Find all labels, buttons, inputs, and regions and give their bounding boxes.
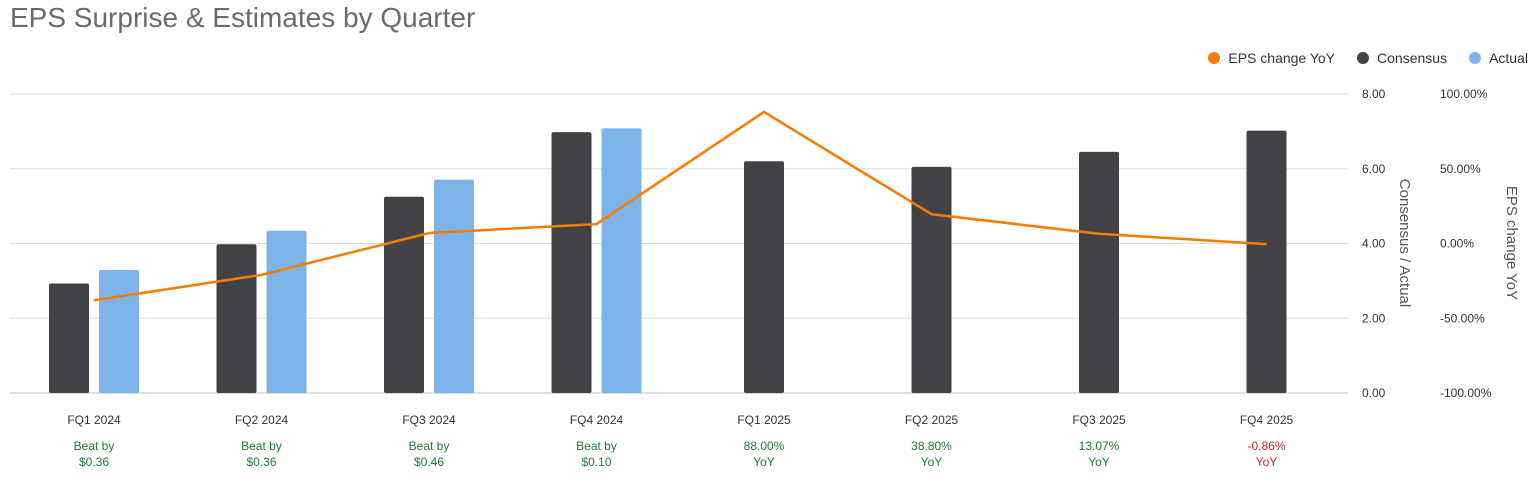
consensus-bar (49, 283, 89, 393)
legend-label: Consensus (1377, 50, 1448, 66)
legend-label: EPS change YoY (1228, 50, 1336, 66)
legend-label: Actual (1489, 50, 1528, 66)
consensus-bar (1079, 151, 1119, 393)
left-tick-label: 4.00 (1362, 237, 1386, 251)
actual-bar (266, 230, 307, 393)
eps-change-line (93, 110, 1267, 302)
consensus-bar (911, 166, 952, 393)
annotation-line2: YoY (753, 455, 775, 469)
right-axis-ticks: -100.00% -50.00% 0.00% 50.00% 100.00% (1440, 87, 1492, 400)
annotation-line1: Beat by (409, 439, 450, 453)
actual-bar (434, 179, 474, 393)
yoy-line (93, 110, 1267, 302)
annotation-line1: 13.07% (1079, 439, 1120, 453)
dark-dot-icon (1357, 52, 1370, 64)
right-tick-label: 0.00% (1440, 237, 1474, 251)
blue-dot-icon (1469, 52, 1482, 64)
left-tick-label: 0.00 (1362, 386, 1386, 400)
right-tick-label: -100.00% (1440, 386, 1492, 400)
annotation-line2: $0.46 (414, 455, 444, 469)
actual-bar (99, 270, 139, 393)
legend-item-consensus[interactable]: Consensus (1357, 50, 1447, 66)
consensus-bar (1246, 130, 1287, 393)
orange-dot-icon (1208, 52, 1221, 64)
category-label: FQ4 2024 (570, 413, 624, 427)
category-label: FQ4 2025 (1240, 413, 1294, 427)
category-label: FQ1 2024 (67, 413, 121, 427)
right-axis-title: EPS change YoY (1503, 186, 1520, 300)
left-tick-label: 2.00 (1362, 311, 1386, 325)
annotation-line1: Beat by (576, 439, 617, 453)
category-label: FQ3 2024 (402, 413, 456, 427)
annotation-line1: -0.86% (1247, 439, 1285, 453)
legend-item-eps-change[interactable]: EPS change YoY (1208, 50, 1335, 66)
right-tick-label: 50.00% (1440, 162, 1481, 176)
category-label: FQ2 2024 (235, 413, 289, 427)
chart-title: EPS Surprise & Estimates by Quarter (10, 2, 476, 33)
right-tick-label: -50.00% (1440, 311, 1485, 325)
left-tick-label: 6.00 (1362, 162, 1386, 176)
legend-item-actual[interactable]: Actual (1469, 50, 1528, 66)
annotation-line1: 88.00% (744, 439, 785, 453)
left-axis-title: Consensus / Actual (1396, 179, 1413, 307)
right-tick-label: 100.00% (1440, 87, 1488, 101)
category-label: FQ1 2025 (737, 413, 791, 427)
annotation-line2: YoY (1256, 455, 1278, 469)
consensus-bar (744, 161, 784, 393)
annotation-line1: 38.80% (911, 439, 952, 453)
annotation-line2: YoY (1088, 455, 1110, 469)
category-label: FQ3 2025 (1072, 413, 1126, 427)
left-tick-label: 8.00 (1362, 87, 1386, 101)
category-labels: FQ1 2024 FQ2 2024 FQ3 2024 FQ4 2024 FQ1 2025… (67, 413, 1293, 427)
annotation-line2: $0.10 (581, 455, 611, 469)
consensus-bar (384, 196, 424, 393)
consensus-bar (216, 244, 257, 393)
legend: EPS change YoY Consensus Actual (1208, 50, 1528, 66)
annotation-line1: Beat by (74, 439, 115, 453)
category-label: FQ2 2025 (905, 413, 959, 427)
consensus-bar (551, 132, 592, 393)
gridlines (10, 93, 1348, 394)
annotation-line2: $0.36 (246, 455, 276, 469)
actual-bar (601, 128, 642, 393)
annotation-line1: Beat by (241, 439, 282, 453)
annotation-labels: Beat by $0.36 Beat by $0.36 Beat by $0.46 Beat… (74, 439, 1286, 469)
bars (49, 128, 1287, 393)
annotation-line2: YoY (921, 455, 943, 469)
left-axis-ticks: 0.00 2.00 4.00 6.00 8.00 (1362, 87, 1386, 400)
annotation-line2: $0.36 (79, 455, 109, 469)
